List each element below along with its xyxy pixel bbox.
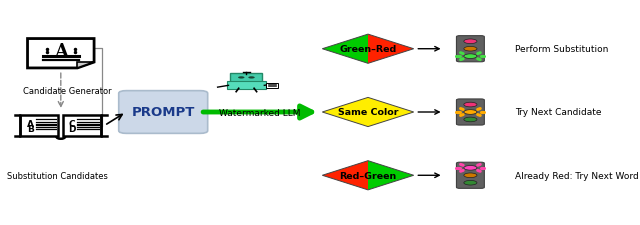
Text: Substitution Candidates: Substitution Candidates [7, 171, 108, 180]
Circle shape [464, 40, 477, 44]
Polygon shape [323, 161, 368, 190]
Circle shape [464, 118, 477, 122]
FancyBboxPatch shape [230, 74, 262, 84]
Text: Watermarked LLM: Watermarked LLM [220, 109, 301, 118]
Text: Green–Red: Green–Red [339, 45, 397, 54]
Text: Already Red: Try Next Word: Already Red: Try Next Word [515, 171, 639, 180]
FancyBboxPatch shape [20, 115, 58, 137]
FancyBboxPatch shape [119, 91, 207, 134]
Circle shape [464, 166, 477, 170]
FancyBboxPatch shape [456, 99, 484, 126]
Text: D: D [68, 125, 76, 133]
Circle shape [464, 173, 477, 178]
FancyBboxPatch shape [456, 162, 484, 189]
Circle shape [464, 47, 477, 52]
Text: B: B [27, 125, 33, 133]
Polygon shape [323, 98, 368, 127]
Text: C: C [68, 119, 75, 128]
Text: Same Color: Same Color [338, 108, 398, 117]
Circle shape [464, 103, 477, 107]
FancyBboxPatch shape [63, 115, 101, 137]
Polygon shape [323, 35, 368, 64]
Text: A: A [27, 119, 34, 128]
Circle shape [464, 110, 477, 115]
Polygon shape [368, 98, 413, 127]
FancyBboxPatch shape [456, 36, 484, 63]
Polygon shape [77, 63, 94, 69]
Text: Perform Substitution: Perform Substitution [515, 45, 609, 54]
Circle shape [238, 77, 244, 79]
Circle shape [248, 77, 255, 79]
Polygon shape [368, 35, 413, 64]
Circle shape [464, 55, 477, 59]
Text: Try Next Candidate: Try Next Candidate [515, 108, 602, 117]
Text: A: A [54, 42, 68, 60]
Text: PROMPT: PROMPT [131, 106, 195, 119]
Circle shape [464, 181, 477, 185]
Polygon shape [266, 83, 278, 88]
Polygon shape [28, 39, 94, 69]
Text: Candidate Generator: Candidate Generator [23, 87, 111, 96]
Text: Red–Green: Red–Green [339, 171, 397, 180]
FancyBboxPatch shape [227, 82, 266, 89]
Polygon shape [368, 161, 413, 190]
